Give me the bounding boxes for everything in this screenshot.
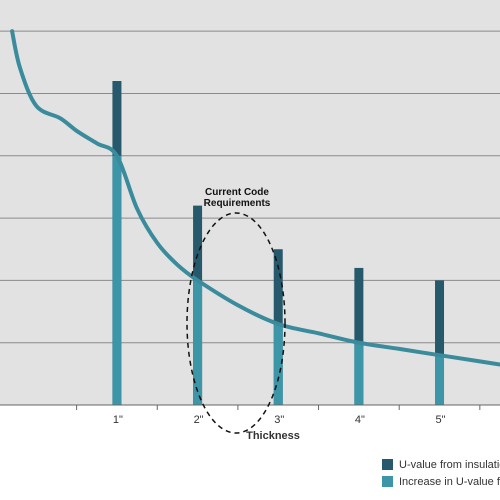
legend-item-series-1: U-value from insulation t xyxy=(382,459,500,471)
bars xyxy=(112,81,445,405)
plot-background xyxy=(0,0,500,405)
annotation-line-2: Requirements xyxy=(204,198,271,209)
x-tick-label: 4" xyxy=(355,414,365,426)
legend-label-series-2: Increase in U-value from xyxy=(399,476,500,488)
x-tick-labels: 1" 2" 3" 4" 5" xyxy=(113,414,446,426)
bar-u-value-4 xyxy=(354,267,364,405)
gridlines xyxy=(0,30,500,344)
code-requirements-ellipse xyxy=(186,212,286,434)
u-value-curve xyxy=(10,29,500,367)
legend-item-series-2: Increase in U-value from xyxy=(382,476,500,488)
bar-increase-4 xyxy=(354,342,364,405)
x-ticks xyxy=(76,405,481,410)
bar-increase-5 xyxy=(435,355,445,405)
legend-swatch-series-2 xyxy=(382,476,393,487)
x-axis-label: Thickness xyxy=(246,430,300,442)
x-tick-label: 2" xyxy=(194,414,204,426)
x-tick-label: 1" xyxy=(113,414,123,426)
bar-u-value-5 xyxy=(435,280,445,405)
legend-swatch-series-1 xyxy=(382,459,393,470)
bar-increase-3 xyxy=(273,324,283,405)
x-tick-label: 3" xyxy=(274,414,284,426)
annotation-line-1: Current Code xyxy=(205,187,269,198)
bar-increase-2 xyxy=(193,280,203,405)
x-tick-label: 5" xyxy=(436,414,446,426)
bar-increase-1 xyxy=(112,155,122,405)
legend-label-series-1: U-value from insulation t xyxy=(399,459,500,471)
